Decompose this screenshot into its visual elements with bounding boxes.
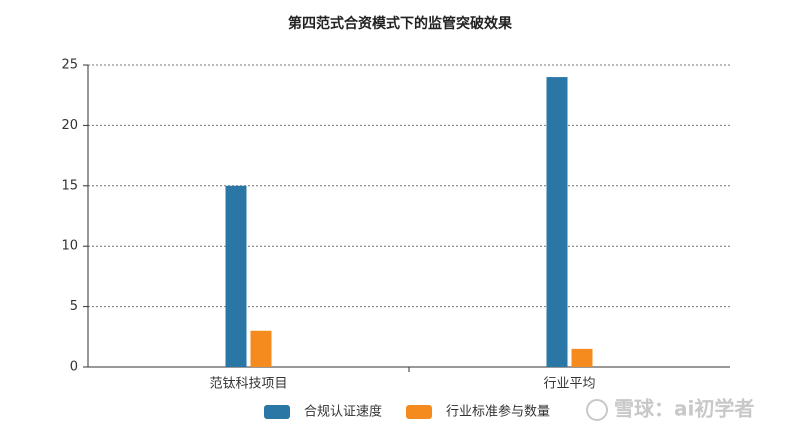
y-tick-label: 0: [70, 360, 78, 375]
watermark-icon: [586, 399, 608, 421]
x-tick-label: 行业平均: [543, 377, 595, 392]
chart-title: 第四范式合资模式下的监管突破效果: [288, 15, 513, 32]
legend-label: 合规认证速度: [304, 404, 382, 420]
legend-swatch: [264, 405, 290, 419]
y-tick-label: 5: [70, 299, 78, 314]
bar: [546, 77, 568, 367]
y-tick-label: 25: [61, 58, 78, 73]
y-tick-label: 20: [61, 118, 78, 133]
x-tick-label: 范钛科技项目: [209, 377, 287, 392]
legend-label: 行业标准参与数量: [446, 404, 550, 420]
bar: [571, 348, 593, 367]
bar: [225, 185, 247, 367]
y-tick-label: 10: [61, 239, 78, 254]
y-tick-label: 15: [61, 178, 78, 193]
bar: [250, 330, 272, 367]
watermark: 雪球：ai初学者: [614, 397, 754, 421]
legend-swatch: [406, 405, 433, 419]
